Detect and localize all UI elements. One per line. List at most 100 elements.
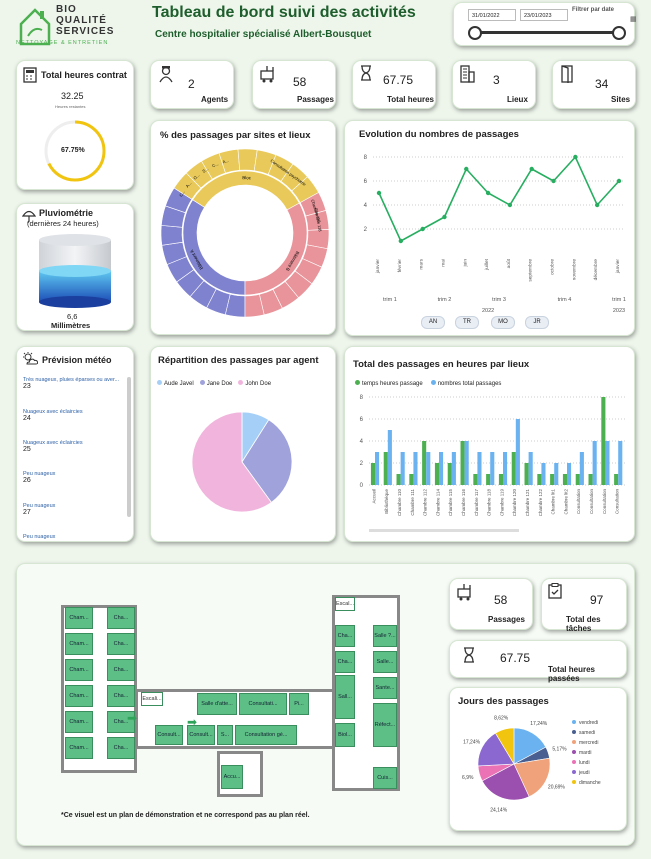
bar[interactable]	[426, 452, 431, 485]
plan-room[interactable]: Accu...	[221, 765, 243, 789]
donut-outer-slice[interactable]	[244, 293, 265, 318]
plan-room[interactable]: Salle ?...	[373, 625, 397, 647]
plan-room[interactable]: Cha...	[107, 737, 135, 759]
plan-room[interactable]: Salle d'atte...	[197, 693, 237, 715]
jours-legend-dot[interactable]	[572, 780, 576, 784]
slicer-jr[interactable]: JR	[525, 316, 549, 329]
line-point[interactable]	[507, 202, 513, 208]
bar[interactable]	[592, 441, 597, 485]
date-range-start-handle[interactable]	[468, 26, 482, 40]
jours-pie-slice[interactable]	[481, 763, 530, 801]
date-range-end-handle[interactable]	[612, 26, 626, 40]
bar-chart-scrollbar[interactable]	[369, 529, 519, 532]
bar[interactable]	[562, 474, 568, 485]
plan-escalier[interactable]: Escali...	[141, 692, 163, 706]
plan-room[interactable]: Sante...	[373, 677, 397, 699]
bar[interactable]	[575, 474, 580, 485]
plan-room[interactable]: Consult...	[187, 725, 215, 745]
plan-room[interactable]: Cham...	[65, 607, 93, 629]
bar[interactable]	[567, 463, 572, 485]
bar[interactable]	[409, 474, 414, 485]
plan-room[interactable]: Consultati...	[239, 693, 287, 715]
donut-outer-slice[interactable]	[160, 225, 184, 246]
bar-legend-item[interactable]: nombres total passages	[430, 380, 501, 387]
line-point[interactable]	[529, 166, 534, 172]
bar[interactable]	[464, 441, 469, 485]
slicer-an[interactable]: AN	[421, 316, 445, 329]
jours-legend-dot[interactable]	[572, 740, 576, 744]
bar[interactable]	[460, 441, 465, 485]
bar-legend-item[interactable]: temps heures passage	[355, 380, 423, 387]
plan-room[interactable]: Biol...	[335, 723, 355, 747]
bar[interactable]	[477, 452, 482, 485]
donut-outer-slice[interactable]	[237, 148, 258, 172]
bar[interactable]	[618, 441, 623, 485]
plan-room[interactable]: Sall...	[335, 675, 355, 719]
bar[interactable]	[486, 474, 491, 485]
jours-legend-dot[interactable]	[572, 760, 576, 764]
bar[interactable]	[550, 474, 555, 485]
calendar-icon[interactable]: ▦	[630, 16, 637, 23]
agent-pie-slice[interactable]	[191, 411, 272, 513]
plan-room[interactable]: Consult...	[155, 725, 183, 745]
bar[interactable]	[447, 463, 452, 485]
bar[interactable]	[422, 441, 427, 485]
plan-room[interactable]: Cha...	[107, 711, 135, 733]
bar[interactable]	[541, 463, 546, 485]
agent-legend-item[interactable]: Jane Doe	[199, 380, 232, 387]
meteo-scrollbar[interactable]	[127, 377, 131, 517]
bar[interactable]	[434, 463, 440, 485]
line-point[interactable]	[442, 214, 447, 220]
line-point[interactable]	[594, 202, 600, 208]
line-point[interactable]	[616, 178, 622, 184]
plan-room[interactable]: S...	[217, 725, 233, 745]
bar[interactable]	[614, 474, 619, 485]
plan-room[interactable]: Cha...	[107, 607, 135, 629]
jours-legend-dot[interactable]	[572, 720, 576, 724]
bar[interactable]	[473, 474, 478, 485]
plan-room[interactable]: Cham...	[65, 685, 93, 707]
bar[interactable]	[524, 463, 529, 485]
bar[interactable]	[588, 474, 593, 485]
plan-room[interactable]: Cha...	[335, 625, 355, 647]
line-point[interactable]	[464, 166, 469, 172]
plan-room[interactable]: Cuis...	[373, 767, 397, 789]
jours-pie-slice[interactable]	[513, 757, 551, 798]
bar[interactable]	[400, 452, 405, 485]
date-start-input[interactable]: 31/01/2022	[468, 9, 516, 21]
bar[interactable]	[511, 452, 516, 485]
bar[interactable]	[451, 452, 456, 485]
agent-legend-item[interactable]: Aude Javel	[157, 380, 194, 387]
bar[interactable]	[375, 452, 380, 485]
bar[interactable]	[413, 452, 418, 485]
plan-room[interactable]: Cham...	[65, 633, 93, 655]
donut-inner-slice[interactable]	[244, 202, 308, 296]
date-end-input[interactable]: 23/01/2023	[520, 9, 568, 21]
line-point[interactable]	[398, 238, 404, 244]
plan-room[interactable]: Cha...	[335, 651, 355, 673]
plan-room[interactable]: Cha...	[107, 659, 135, 681]
bar[interactable]	[439, 452, 444, 485]
line-point[interactable]	[376, 190, 382, 196]
plan-room[interactable]: Escal...	[335, 597, 355, 611]
bar[interactable]	[498, 474, 504, 485]
plan-room[interactable]: Consultation gé...	[235, 725, 297, 745]
plan-room[interactable]: Cha...	[107, 633, 135, 655]
jours-legend-dot[interactable]	[572, 770, 576, 774]
plan-room[interactable]: Cham...	[65, 711, 93, 733]
jours-pie-slice[interactable]	[495, 727, 515, 766]
slicer-tr[interactable]: TR	[455, 316, 479, 329]
agent-legend-item[interactable]: John Doe	[238, 380, 271, 387]
jours-legend-dot[interactable]	[572, 750, 576, 754]
line-point[interactable]	[573, 154, 578, 160]
bar[interactable]	[383, 452, 388, 485]
bar[interactable]	[601, 397, 606, 485]
jours-legend-dot[interactable]	[572, 730, 576, 734]
slicer-mo[interactable]: MO	[491, 316, 515, 329]
line-point[interactable]	[420, 226, 425, 232]
bar[interactable]	[537, 474, 542, 485]
line-point[interactable]	[485, 190, 491, 196]
plan-room[interactable]: Cham...	[65, 659, 93, 681]
bar[interactable]	[503, 452, 508, 485]
bar[interactable]	[387, 430, 392, 485]
